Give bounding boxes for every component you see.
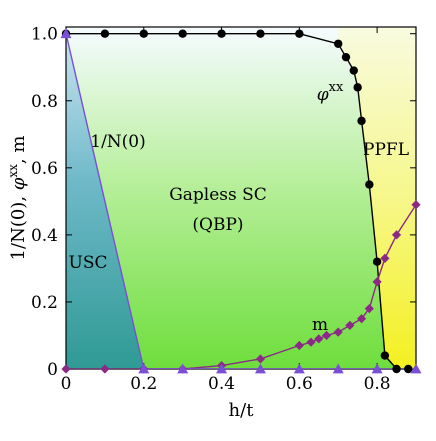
region-label-usc: USC [69, 253, 108, 273]
data-point-m [61, 364, 71, 374]
data-point-inverse-dos [177, 363, 189, 374]
data-point-inverse-dos [216, 363, 228, 374]
data-point-phi [217, 29, 226, 38]
data-point-phi [380, 351, 390, 360]
data-point-phi [139, 29, 148, 38]
data-point-m [294, 340, 304, 351]
region-label-qbp: (QBP) [192, 215, 243, 235]
y-tick-label: 0.2 [31, 293, 58, 313]
series-label-phi: φxx [317, 80, 344, 105]
data-point-phi [404, 364, 413, 374]
data-point-inverse-dos [293, 363, 305, 374]
data-point-phi [178, 29, 187, 38]
y-tick-label: 0.8 [31, 92, 58, 112]
y-tick-label: 1.0 [31, 25, 58, 45]
data-point-m [314, 334, 324, 344]
y-axis-title: 1/N(0), φxx, m [6, 136, 29, 261]
data-point-phi [100, 29, 110, 38]
data-point-inverse-dos [254, 363, 266, 374]
data-point-phi [365, 180, 374, 189]
series-label-inverse-dos: 1/N(0) [90, 132, 146, 152]
y-tick-label: 0.6 [31, 159, 58, 179]
region-label-ppfl: PPFL [363, 140, 409, 160]
data-point-phi [334, 39, 343, 48]
data-point-m [345, 320, 355, 331]
x-axis-title: h/t [229, 400, 255, 421]
data-point-m [411, 200, 421, 210]
data-point-phi [372, 257, 382, 266]
region-ppfl [338, 27, 416, 369]
data-point-phi [256, 29, 265, 38]
data-point-m [321, 330, 332, 341]
y-tick-label: 0 [47, 360, 58, 380]
data-point-m [372, 277, 382, 287]
region-usc [66, 27, 144, 369]
data-point-m [356, 314, 367, 324]
x-tick-label: 0 [61, 374, 72, 394]
data-point-phi [392, 364, 401, 374]
data-point-phi [349, 66, 358, 75]
x-tick-label: 0.8 [364, 374, 391, 394]
data-point-m [391, 230, 402, 240]
y-tick-label: 0.4 [31, 226, 58, 246]
data-point-m [333, 327, 343, 337]
data-point-m [100, 364, 110, 374]
data-point-m [364, 304, 374, 314]
data-point-phi [341, 52, 351, 62]
region-label-gapless: Gapless SC [169, 185, 267, 205]
data-point-m [380, 253, 390, 263]
series-line-1 [66, 204, 416, 369]
data-point-phi [295, 29, 304, 38]
data-point-phi [357, 116, 366, 126]
data-point-phi [353, 83, 362, 92]
data-point-inverse-dos [332, 363, 344, 374]
x-tick-label: 0.4 [208, 374, 235, 394]
x-tick-label: 0.6 [286, 374, 313, 394]
data-point-inverse-dos [371, 363, 383, 374]
series-label-m: m [312, 315, 328, 335]
data-point-m [255, 354, 266, 364]
data-point-inverse-dos [138, 363, 150, 374]
data-point-m [306, 337, 316, 347]
x-tick-label: 0.2 [130, 374, 157, 394]
data-point-inverse-dos [410, 363, 422, 374]
data-point-inverse-dos [60, 28, 72, 39]
